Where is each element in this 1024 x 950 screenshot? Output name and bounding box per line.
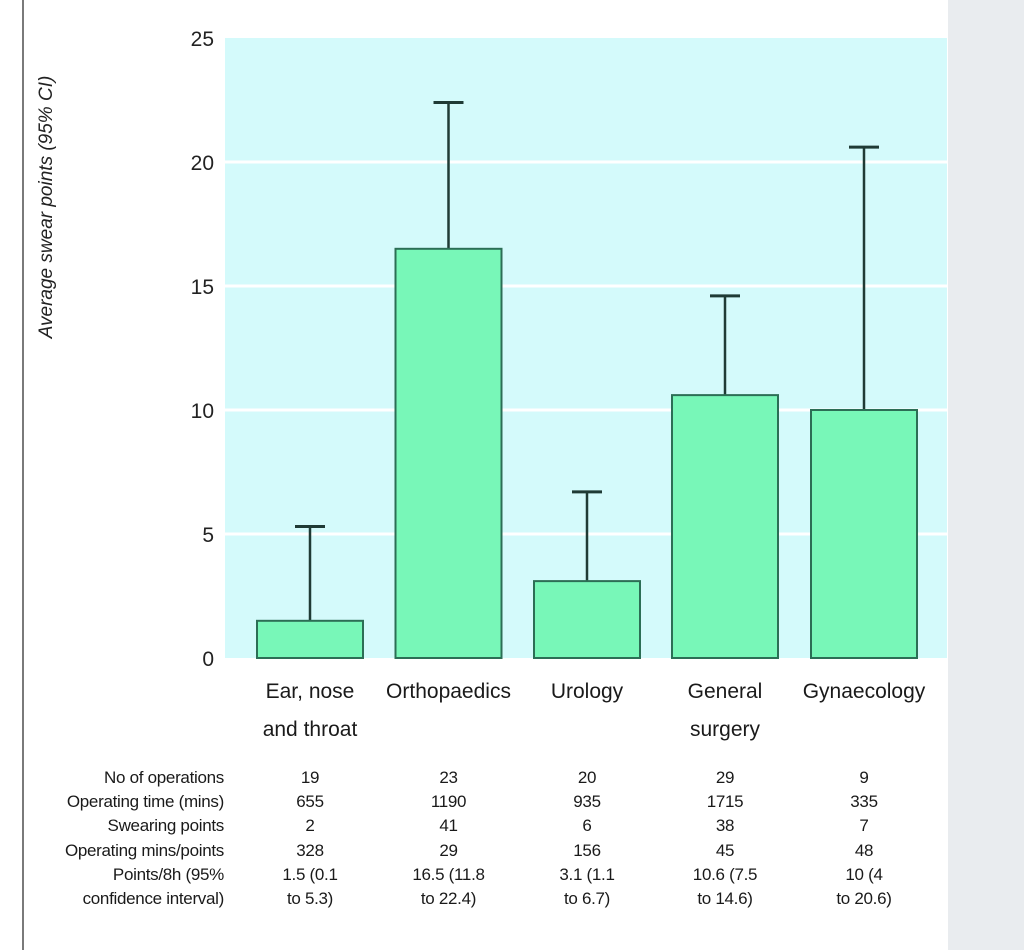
bar — [394, 247, 503, 660]
table-cell: 29 — [439, 840, 458, 860]
table-cell: 328 — [296, 840, 324, 860]
figure-page: 0 5 10 15 20 25 Average swear points (95% CI)… — [0, 0, 948, 950]
table-cell: 1190 — [430, 792, 467, 812]
table-cell: to 22.4) — [420, 889, 477, 908]
table-cell: 935 — [573, 792, 601, 812]
table-cell: 19 — [300, 768, 320, 787]
table-cell: 16.5 (11.8 — [412, 864, 485, 884]
y-tick-label: 10 — [191, 400, 214, 423]
table-cell: to 14.6) — [697, 889, 753, 908]
category-label: General — [688, 680, 763, 703]
table-row-label: confidence interval) — [82, 889, 225, 908]
category-label: and throat — [263, 718, 358, 741]
table-row-label: Swearing points — [107, 816, 225, 836]
table-cell: 9 — [859, 768, 869, 787]
error-bars — [295, 100, 879, 621]
table-row-label: No of operations — [104, 768, 224, 787]
table-row-label: Operating mins/points — [64, 840, 224, 860]
bar — [671, 394, 779, 659]
table-row: Swearing points 2 41 6 38 7 — [24, 816, 948, 837]
right-side-panel — [948, 0, 1024, 950]
table-cell: 655 — [296, 792, 324, 812]
category-label: Urology — [551, 680, 624, 703]
y-tick-label: 15 — [191, 276, 214, 299]
y-tick-label: 0 — [202, 648, 214, 671]
table-row: No of operations 19 23 20 29 9 — [24, 768, 948, 789]
bar — [533, 580, 641, 659]
bar — [256, 619, 364, 659]
category-label: Ear, nose — [266, 680, 355, 703]
table-cell: 45 — [715, 840, 735, 860]
table-cell: 41 — [439, 816, 458, 836]
table-cell: 156 — [573, 840, 601, 860]
table-cell: 48 — [854, 840, 874, 860]
y-tick-label: 25 — [191, 28, 214, 51]
table-cell: 20 — [577, 768, 597, 787]
table-row: Points/8h (95% 1.5 (0.1 16.5 (11.8 3.1 (1.1… — [24, 865, 948, 886]
bars — [256, 247, 918, 660]
table-cell: 1.5 (0.1 — [282, 864, 338, 884]
category-label: Orthopaedics — [386, 680, 511, 703]
y-axis-label: Average swear points (95% CI) — [36, 76, 57, 340]
category-label: surgery — [690, 718, 761, 741]
y-tick-label: 20 — [191, 152, 214, 175]
bar-chart: 0 5 10 15 20 25 Average swear points (95% CI)… — [36, 28, 947, 741]
table-cell: to 6.7) — [563, 889, 611, 908]
table-cell: 29 — [715, 768, 735, 787]
table-cell: 10 (4 — [845, 864, 883, 884]
table-row: confidence interval) to 5.3) to 22.4) to 6.… — [24, 889, 948, 910]
bar — [810, 409, 918, 659]
table-cell: 1715 — [706, 792, 744, 812]
table-cell: 3.1 (1.1 — [559, 864, 615, 884]
table-cell: 10.6 (7.5 — [692, 864, 758, 884]
table-cell: 38 — [715, 816, 735, 836]
table-row: Operating mins/points 328 29 156 45 48 — [24, 841, 948, 862]
y-axis-tick-labels: 0 5 10 15 20 25 — [191, 28, 214, 671]
table-row: Operating time (mins) 655 1190 935 1715 335 — [24, 792, 948, 813]
table-cell: 2 — [305, 816, 315, 836]
y-tick-label: 5 — [202, 524, 214, 547]
left-border-rule — [22, 0, 24, 950]
table-row-label: Operating time (mins) — [66, 792, 224, 812]
table-cell: 6 — [582, 816, 592, 836]
table-cell: to 20.6) — [836, 889, 892, 908]
table-cell: 335 — [850, 792, 878, 812]
table-cell: 7 — [859, 816, 869, 836]
category-label: Gynaecology — [803, 680, 926, 703]
table-row-label: Points/8h (95% — [112, 864, 224, 884]
table-cell: 23 — [439, 768, 458, 787]
category-labels: Ear, nose and throat Orthopaedics Urology Ge… — [263, 680, 926, 741]
table-cell: to 5.3) — [286, 889, 334, 908]
